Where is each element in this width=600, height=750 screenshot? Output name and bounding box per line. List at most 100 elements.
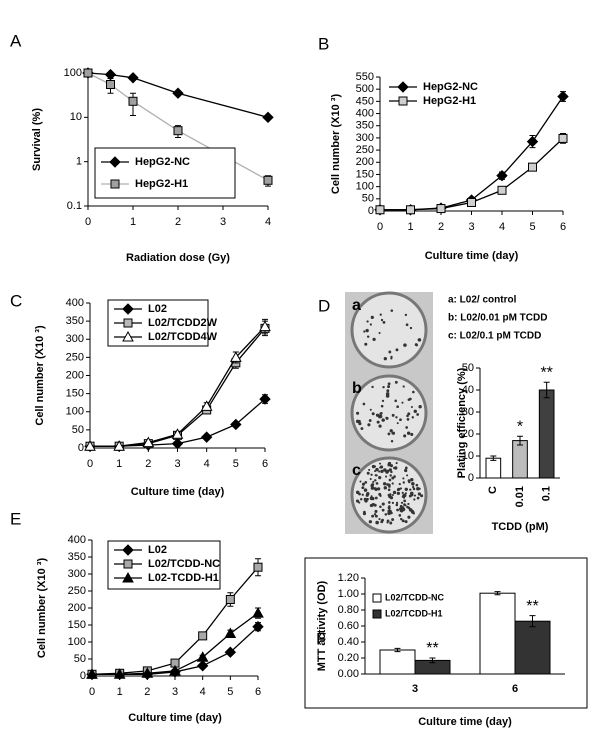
colony <box>411 482 415 486</box>
y-tick-label: 300 <box>68 568 86 580</box>
marker <box>558 133 568 143</box>
colony <box>391 518 395 522</box>
colony <box>412 512 415 515</box>
marker <box>224 646 237 658</box>
colony <box>377 487 381 491</box>
error-bar <box>429 657 436 664</box>
y-tick-label: 0.40 <box>338 636 359 648</box>
colony <box>371 412 375 416</box>
x-tick-label: 4 <box>200 686 206 698</box>
colony <box>380 469 384 474</box>
colony <box>366 497 369 501</box>
colony <box>404 504 407 507</box>
colony <box>381 508 385 512</box>
legend-label: L02/TCDD-H1 <box>385 608 443 618</box>
x-tick-label: 5 <box>233 458 239 470</box>
y-tick-label: 30 <box>462 406 474 418</box>
colony <box>394 399 398 403</box>
x-tick-label: 1 <box>116 458 122 470</box>
colony <box>379 462 382 465</box>
bar <box>512 440 528 479</box>
colony <box>412 485 415 489</box>
y-tick-label: 20 <box>462 428 474 440</box>
colony <box>401 401 404 404</box>
colony <box>387 432 391 436</box>
legend-swatch <box>372 593 382 603</box>
colony <box>383 356 388 361</box>
colony <box>362 402 366 406</box>
significance: ** <box>426 640 438 657</box>
colony <box>398 514 402 517</box>
bar <box>479 592 516 675</box>
y-tick-label: 10 <box>70 111 82 123</box>
y-tick-label: 100 <box>68 636 86 648</box>
colony <box>394 466 398 470</box>
colony <box>365 328 369 333</box>
x-tick-label: 2 <box>175 216 181 228</box>
colony <box>378 332 381 335</box>
marker <box>557 90 569 103</box>
y-tick-label: 400 <box>66 297 84 309</box>
colony <box>364 342 368 346</box>
colony <box>374 487 378 491</box>
y-tick-label: 450 <box>356 95 374 107</box>
y-tick-label: 1 <box>76 156 82 168</box>
y-tick-label: 100 <box>66 406 84 418</box>
colony <box>379 313 382 316</box>
colony <box>407 479 411 483</box>
colony <box>374 509 378 513</box>
colony <box>381 418 385 422</box>
colony <box>380 404 384 408</box>
x-tick-label: 4 <box>265 216 271 228</box>
marker <box>106 80 115 90</box>
x-tick-label: 0.01 <box>514 486 526 507</box>
x-tick-label: 3 <box>172 686 178 698</box>
colony <box>406 474 409 477</box>
y-tick-label: 10 <box>462 450 474 462</box>
legend-marker <box>397 81 409 93</box>
colony <box>363 497 367 501</box>
significance: ** <box>526 598 538 615</box>
marker <box>528 162 537 172</box>
colony <box>363 330 366 333</box>
colony <box>412 487 416 491</box>
y-tick-label: 0.60 <box>338 620 359 632</box>
colony <box>387 506 391 510</box>
colony <box>395 501 399 505</box>
colony <box>410 432 414 436</box>
y-tick-label: 1.20 <box>338 572 359 584</box>
legend-label: HepG2-NC <box>135 156 190 168</box>
x-tick-label: 0 <box>85 216 91 228</box>
dish <box>350 291 428 369</box>
colony <box>386 521 389 524</box>
error-bar <box>490 455 497 461</box>
colony <box>390 309 394 312</box>
colony <box>391 501 395 504</box>
colony <box>407 502 410 506</box>
panel-letter: A <box>10 31 22 50</box>
x-tick-label: 2 <box>144 686 150 698</box>
marker <box>252 620 264 633</box>
marker <box>252 607 264 618</box>
x-axis-title: Culture time (day) <box>425 250 519 262</box>
colony <box>387 382 391 386</box>
legend-marker <box>110 179 120 189</box>
marker <box>230 418 242 431</box>
colony <box>379 465 384 469</box>
significance: ** <box>540 365 552 382</box>
colony <box>407 506 410 509</box>
colony <box>391 493 394 496</box>
colony <box>355 490 360 495</box>
legend-marker <box>123 559 133 569</box>
y-tick-label: 500 <box>356 83 374 95</box>
marker <box>173 126 183 136</box>
colony <box>400 517 403 521</box>
colony <box>360 427 364 430</box>
colony <box>370 473 373 476</box>
colony <box>389 429 393 433</box>
colony <box>413 498 416 501</box>
colony <box>407 412 411 416</box>
marker <box>253 562 263 572</box>
error-bar <box>494 591 501 596</box>
